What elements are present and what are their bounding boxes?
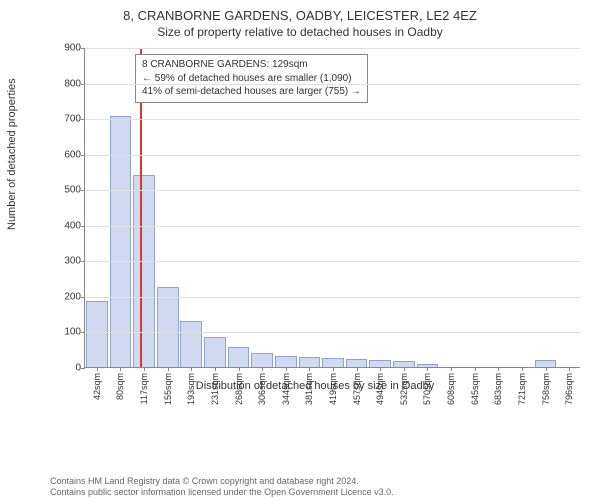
x-tick-mark (475, 367, 476, 371)
grid-line (85, 226, 580, 227)
y-tick-label: 700 (64, 114, 81, 125)
x-tick-mark (522, 367, 523, 371)
grid-line (85, 48, 580, 49)
x-tick-mark (191, 367, 192, 371)
y-tick-label: 400 (64, 220, 81, 231)
y-tick-label: 300 (64, 256, 81, 267)
chart-area: 8 CRANBORNE GARDENS: 129sqm ← 59% of det… (50, 48, 580, 418)
x-tick-mark (168, 367, 169, 371)
x-tick-mark (239, 367, 240, 371)
y-tick-mark (81, 48, 85, 49)
y-tick-mark (81, 190, 85, 191)
plot-region: 8 CRANBORNE GARDENS: 129sqm ← 59% of det… (84, 48, 580, 368)
histogram-bar (346, 359, 368, 367)
x-tick-mark (97, 367, 98, 371)
x-tick-mark (286, 367, 287, 371)
grid-line (85, 155, 580, 156)
y-tick-label: 500 (64, 185, 81, 196)
x-tick-mark (120, 367, 121, 371)
x-tick-mark (546, 367, 547, 371)
chart-title: 8, CRANBORNE GARDENS, OADBY, LEICESTER, … (0, 0, 600, 23)
x-tick-mark (427, 367, 428, 371)
histogram-bar (180, 321, 202, 367)
y-tick-label: 200 (64, 291, 81, 302)
footer-line: Contains HM Land Registry data © Crown c… (50, 476, 394, 487)
x-tick-mark (333, 367, 334, 371)
x-tick-mark (569, 367, 570, 371)
annotation-box: 8 CRANBORNE GARDENS: 129sqm ← 59% of det… (135, 54, 368, 103)
attribution-footer: Contains HM Land Registry data © Crown c… (50, 476, 394, 498)
histogram-bar (275, 356, 297, 367)
y-tick-mark (81, 155, 85, 156)
x-tick-mark (498, 367, 499, 371)
histogram-bar (535, 360, 557, 367)
histogram-bar (369, 360, 391, 367)
y-tick-mark (81, 226, 85, 227)
histogram-bar (133, 175, 155, 367)
histogram-bar (157, 287, 179, 367)
x-tick-mark (404, 367, 405, 371)
y-tick-label: 100 (64, 327, 81, 338)
x-tick-mark (357, 367, 358, 371)
x-tick-mark (451, 367, 452, 371)
y-tick-label: 600 (64, 149, 81, 160)
y-tick-mark (81, 368, 85, 369)
footer-line: Contains public sector information licen… (50, 487, 394, 498)
annotation-line: 8 CRANBORNE GARDENS: 129sqm (142, 58, 361, 72)
grid-line (85, 332, 580, 333)
x-tick-mark (380, 367, 381, 371)
y-tick-label: 800 (64, 78, 81, 89)
grid-line (85, 84, 580, 85)
annotation-line: 41% of semi-detached houses are larger (… (142, 85, 361, 99)
y-tick-label: 0 (75, 363, 81, 374)
grid-line (85, 190, 580, 191)
x-axis-label: Distribution of detached houses by size … (50, 380, 580, 392)
y-tick-mark (81, 261, 85, 262)
y-tick-mark (81, 119, 85, 120)
y-tick-label: 900 (64, 43, 81, 54)
x-tick-mark (309, 367, 310, 371)
grid-line (85, 119, 580, 120)
grid-line (85, 297, 580, 298)
x-tick-mark (144, 367, 145, 371)
histogram-bar (322, 358, 344, 367)
x-tick-mark (215, 367, 216, 371)
y-axis-label: Number of detached properties (6, 78, 18, 230)
histogram-bar (228, 347, 250, 367)
histogram-bar (86, 301, 108, 367)
chart-subtitle: Size of property relative to detached ho… (0, 23, 600, 39)
histogram-bar (204, 337, 226, 367)
histogram-bar (251, 353, 273, 367)
x-tick-mark (262, 367, 263, 371)
y-tick-mark (81, 332, 85, 333)
y-tick-mark (81, 297, 85, 298)
histogram-bar (299, 357, 321, 367)
grid-line (85, 261, 580, 262)
y-tick-mark (81, 84, 85, 85)
